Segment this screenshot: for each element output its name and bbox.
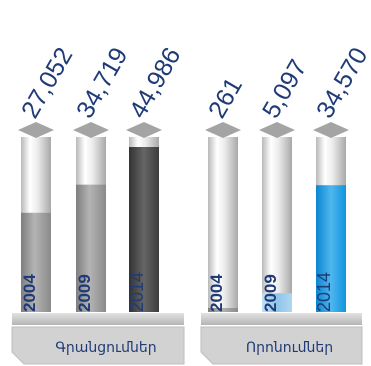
bar: 27,052 2004 <box>16 43 78 312</box>
bar-cap <box>205 122 241 138</box>
base-plate <box>201 313 362 325</box>
bar-cap <box>313 122 349 138</box>
value-label: 261 <box>203 73 248 123</box>
chart-group-2: Որոնումներ 261 2004 5,097 2009 34,570 2014 <box>200 43 371 365</box>
bar-body <box>208 137 238 312</box>
bar-cap <box>73 122 109 138</box>
bar: 44,986 2014 <box>124 43 186 312</box>
group-label-panel <box>11 326 185 365</box>
bar-fill <box>316 185 346 312</box>
group-label-panel <box>200 326 363 365</box>
value-label: 27,052 <box>16 43 78 123</box>
bar-cap <box>126 122 162 138</box>
year-label: 2009 <box>261 274 280 312</box>
bar-fill <box>129 147 159 312</box>
year-label: 2014 <box>127 272 147 312</box>
chart-group-1: Գրանցումներ 27,052 2004 34,719 2009 44,986 201… <box>11 43 186 365</box>
bar-fill <box>208 308 238 312</box>
value-label: 34,719 <box>71 43 133 123</box>
group-label: Որոնումներ <box>246 340 333 356</box>
bar: 261 2004 <box>203 73 248 312</box>
bar-fill <box>21 212 51 312</box>
year-label: 2004 <box>207 274 226 312</box>
value-label: 44,986 <box>124 43 186 123</box>
year-label: 2004 <box>20 274 39 312</box>
bar-cap <box>18 122 54 138</box>
bar: 34,719 2009 <box>71 43 133 312</box>
bar-cap <box>259 122 295 138</box>
bar-body <box>262 137 292 312</box>
bar: 34,570 2014 <box>311 43 371 312</box>
bar-fill <box>262 293 292 312</box>
bar: 5,097 2009 <box>257 55 313 312</box>
year-label: 2014 <box>314 272 334 312</box>
year-label: 2009 <box>75 274 94 312</box>
bar-fill <box>76 184 106 312</box>
value-label: 5,097 <box>257 55 313 123</box>
group-label: Գրանցումներ <box>55 340 156 356</box>
base-plate <box>12 313 184 325</box>
value-label: 34,570 <box>311 43 371 123</box>
